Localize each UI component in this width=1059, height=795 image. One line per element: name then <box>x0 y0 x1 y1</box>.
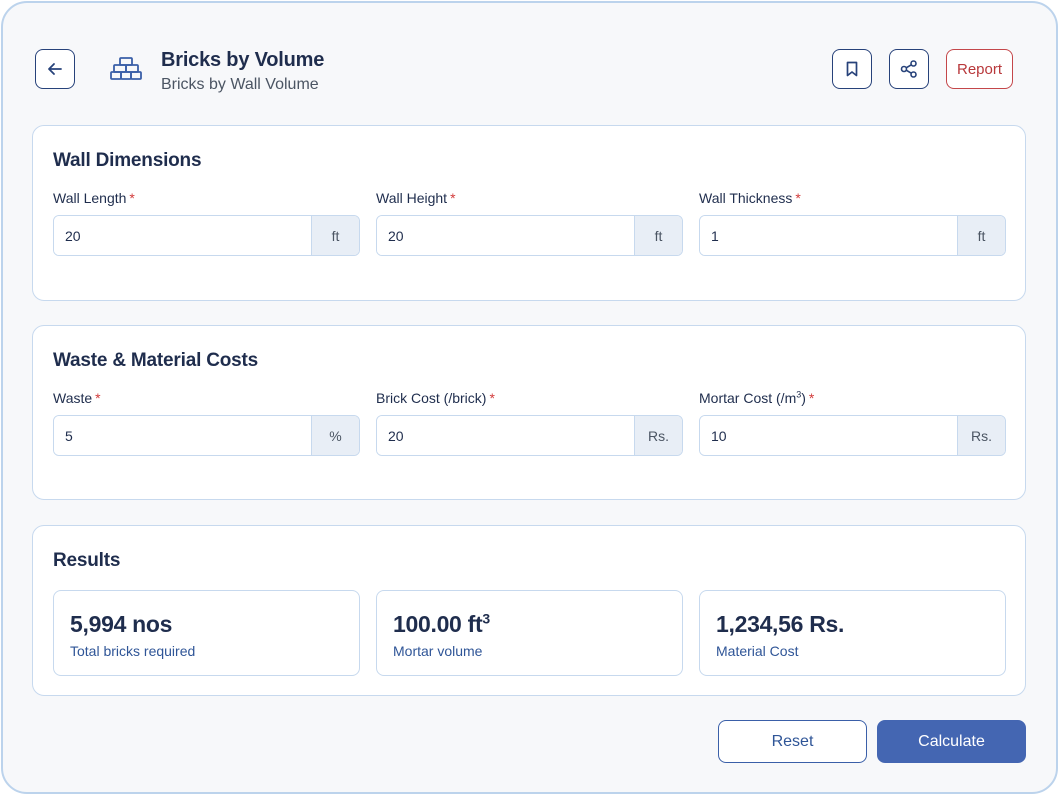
total-bricks-result: 5,994 nos Total bricks required <box>53 590 360 676</box>
result-label: Mortar volume <box>393 643 483 659</box>
wall-dimensions-card: Wall Dimensions Wall Length* ft Wall Hei… <box>32 125 1026 301</box>
section-title: Results <box>53 550 121 571</box>
unit-label: % <box>311 416 359 455</box>
calculate-button[interactable]: Calculate <box>877 720 1026 763</box>
bricks-icon <box>110 57 142 80</box>
unit-label: Rs. <box>957 416 1005 455</box>
mortar-cost-field: Mortar Cost (/m3)* Rs. <box>699 390 1006 456</box>
bookmark-icon <box>846 61 858 77</box>
field-label: Brick Cost (/brick) <box>376 390 487 406</box>
reset-button[interactable]: Reset <box>718 720 867 763</box>
required-marker: * <box>450 190 456 206</box>
result-label: Total bricks required <box>70 643 196 659</box>
material-costs-card: Waste & Material Costs Waste* % Brick Co… <box>32 325 1026 500</box>
arrow-left-icon <box>48 63 62 75</box>
field-label: Mortar Cost (/m <box>699 390 797 406</box>
section-title: Waste & Material Costs <box>53 350 259 371</box>
label-superscript: 3 <box>796 389 802 400</box>
waste-input[interactable] <box>54 416 311 455</box>
required-marker: * <box>808 390 815 406</box>
result-value: 1,234,56 Rs. <box>716 611 845 637</box>
field-label: Waste <box>53 390 93 406</box>
result-value: 5,994 nos <box>70 611 173 637</box>
bookmark-button[interactable] <box>832 49 872 89</box>
unit-label: ft <box>311 216 359 255</box>
wall-height-field: Wall Height* ft <box>376 190 683 256</box>
result-value-superscript: 3 <box>482 610 490 627</box>
field-label-suffix: ) <box>801 390 806 406</box>
wall-height-input[interactable] <box>377 216 634 255</box>
result-label: Material Cost <box>716 643 799 659</box>
page-subtitle: Bricks by Wall Volume <box>161 76 319 93</box>
material-cost-result: 1,234,56 Rs. Material Cost <box>699 590 1006 676</box>
unit-label: Rs. <box>634 416 682 455</box>
required-marker: * <box>129 190 135 206</box>
share-icon <box>900 60 917 78</box>
brick-cost-input[interactable] <box>377 416 634 455</box>
page-title: Bricks by Volume <box>161 49 325 71</box>
mortar-volume-result: 100.00 ft3 Mortar volume <box>376 590 683 676</box>
wall-thickness-input[interactable] <box>700 216 957 255</box>
field-label: Wall Thickness <box>699 190 793 206</box>
mortar-cost-input[interactable] <box>700 416 957 455</box>
wall-length-field: Wall Length* ft <box>53 190 360 256</box>
required-marker: * <box>795 190 801 206</box>
brick-cost-field: Brick Cost (/brick)* Rs. <box>376 390 683 456</box>
back-button[interactable] <box>35 49 75 89</box>
section-title: Wall Dimensions <box>53 150 202 171</box>
wall-thickness-field: Wall Thickness* ft <box>699 190 1006 256</box>
wall-length-input[interactable] <box>54 216 311 255</box>
unit-label: ft <box>634 216 682 255</box>
unit-label: ft <box>957 216 1005 255</box>
required-marker: * <box>95 390 101 406</box>
waste-field: Waste* % <box>53 390 360 456</box>
share-button[interactable] <box>889 49 929 89</box>
field-label: Wall Height <box>376 190 448 206</box>
required-marker: * <box>489 390 495 406</box>
result-value: 100.00 ft <box>393 611 483 637</box>
report-button[interactable]: Report <box>946 49 1013 89</box>
results-card: Results 5,994 nos Total bricks required … <box>32 525 1026 696</box>
field-label: Wall Length <box>53 190 127 206</box>
